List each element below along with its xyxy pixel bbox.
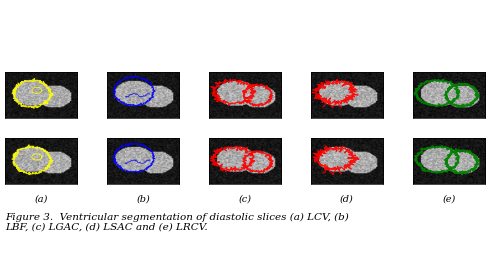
Text: Figure 3.  Ventricular segmentation of diastolic slices (a) LCV, (b)
LBF, (c) LG: Figure 3. Ventricular segmentation of di… xyxy=(5,212,349,232)
Text: (b): (b) xyxy=(136,195,150,204)
Text: (c): (c) xyxy=(239,195,251,204)
Text: (d): (d) xyxy=(340,195,354,204)
Text: (a): (a) xyxy=(34,195,48,204)
Text: (e): (e) xyxy=(442,195,456,204)
